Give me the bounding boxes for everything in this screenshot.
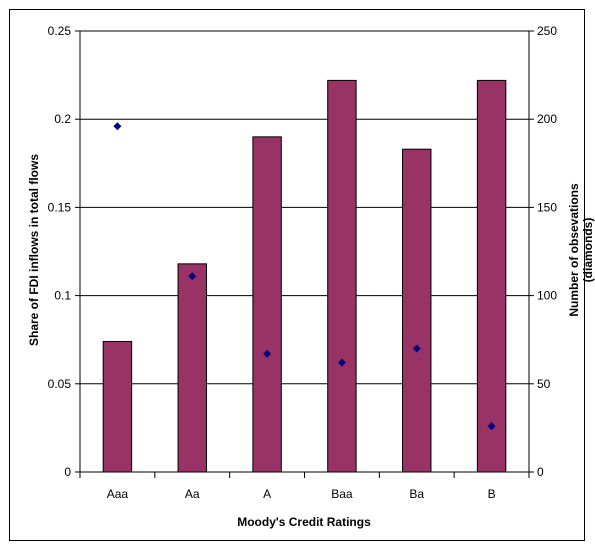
right-tick-label: 0 xyxy=(537,465,544,479)
bar-b xyxy=(476,79,507,473)
x-axis-title: Moody's Credit Ratings xyxy=(237,515,371,529)
x-tick-label: Baa xyxy=(331,487,353,501)
left-tick-label: 0.15 xyxy=(48,200,72,214)
bars xyxy=(102,79,507,473)
left-tick-label: 0.2 xyxy=(54,112,71,126)
left-axis-ticks: 0 0.05 0.1 0.15 0.2 0.25 xyxy=(48,24,80,479)
right-axis-title-line1: Number of obsevations xyxy=(567,183,581,317)
diamond-marker-aaa xyxy=(113,122,122,131)
right-axis-title-line2: (diamonds) xyxy=(581,218,595,283)
left-axis-title: Share of FDI inflows in total flows xyxy=(27,154,41,346)
axes xyxy=(79,31,530,473)
left-tick-label: 0 xyxy=(64,465,71,479)
diamond-marker-baa xyxy=(337,358,346,367)
right-tick-label: 250 xyxy=(537,24,557,38)
bar-aa xyxy=(177,263,207,473)
diamond-marker-ba xyxy=(412,344,421,353)
right-tick-label: 200 xyxy=(537,112,557,126)
x-tick-label: Aa xyxy=(185,487,200,501)
bar-a xyxy=(252,136,282,473)
right-tick-label: 100 xyxy=(537,289,557,303)
x-tick-label: Ba xyxy=(409,487,424,501)
x-tick-label: Aaa xyxy=(107,487,129,501)
right-axis-ticks: 0 50 100 150 200 250 xyxy=(529,24,557,479)
right-tick-label: 50 xyxy=(537,377,551,391)
diamond-marker-aa xyxy=(188,272,197,281)
x-tick-label: A xyxy=(263,487,271,501)
diamond-marker-a xyxy=(263,349,272,358)
left-tick-label: 0.05 xyxy=(48,377,72,391)
bar-aaa xyxy=(102,340,133,473)
diamond-markers xyxy=(113,122,496,431)
left-tick-label: 0.25 xyxy=(48,24,72,38)
bar-ba xyxy=(402,148,432,473)
gridlines xyxy=(80,30,529,385)
x-axis-ticks: Aaa Aa A Baa Ba B xyxy=(79,472,530,501)
diamond-marker-b xyxy=(487,422,496,431)
right-tick-label: 150 xyxy=(537,200,557,214)
x-tick-label: B xyxy=(488,487,496,501)
bar-baa xyxy=(327,79,357,473)
left-tick-label: 0.1 xyxy=(54,289,71,303)
